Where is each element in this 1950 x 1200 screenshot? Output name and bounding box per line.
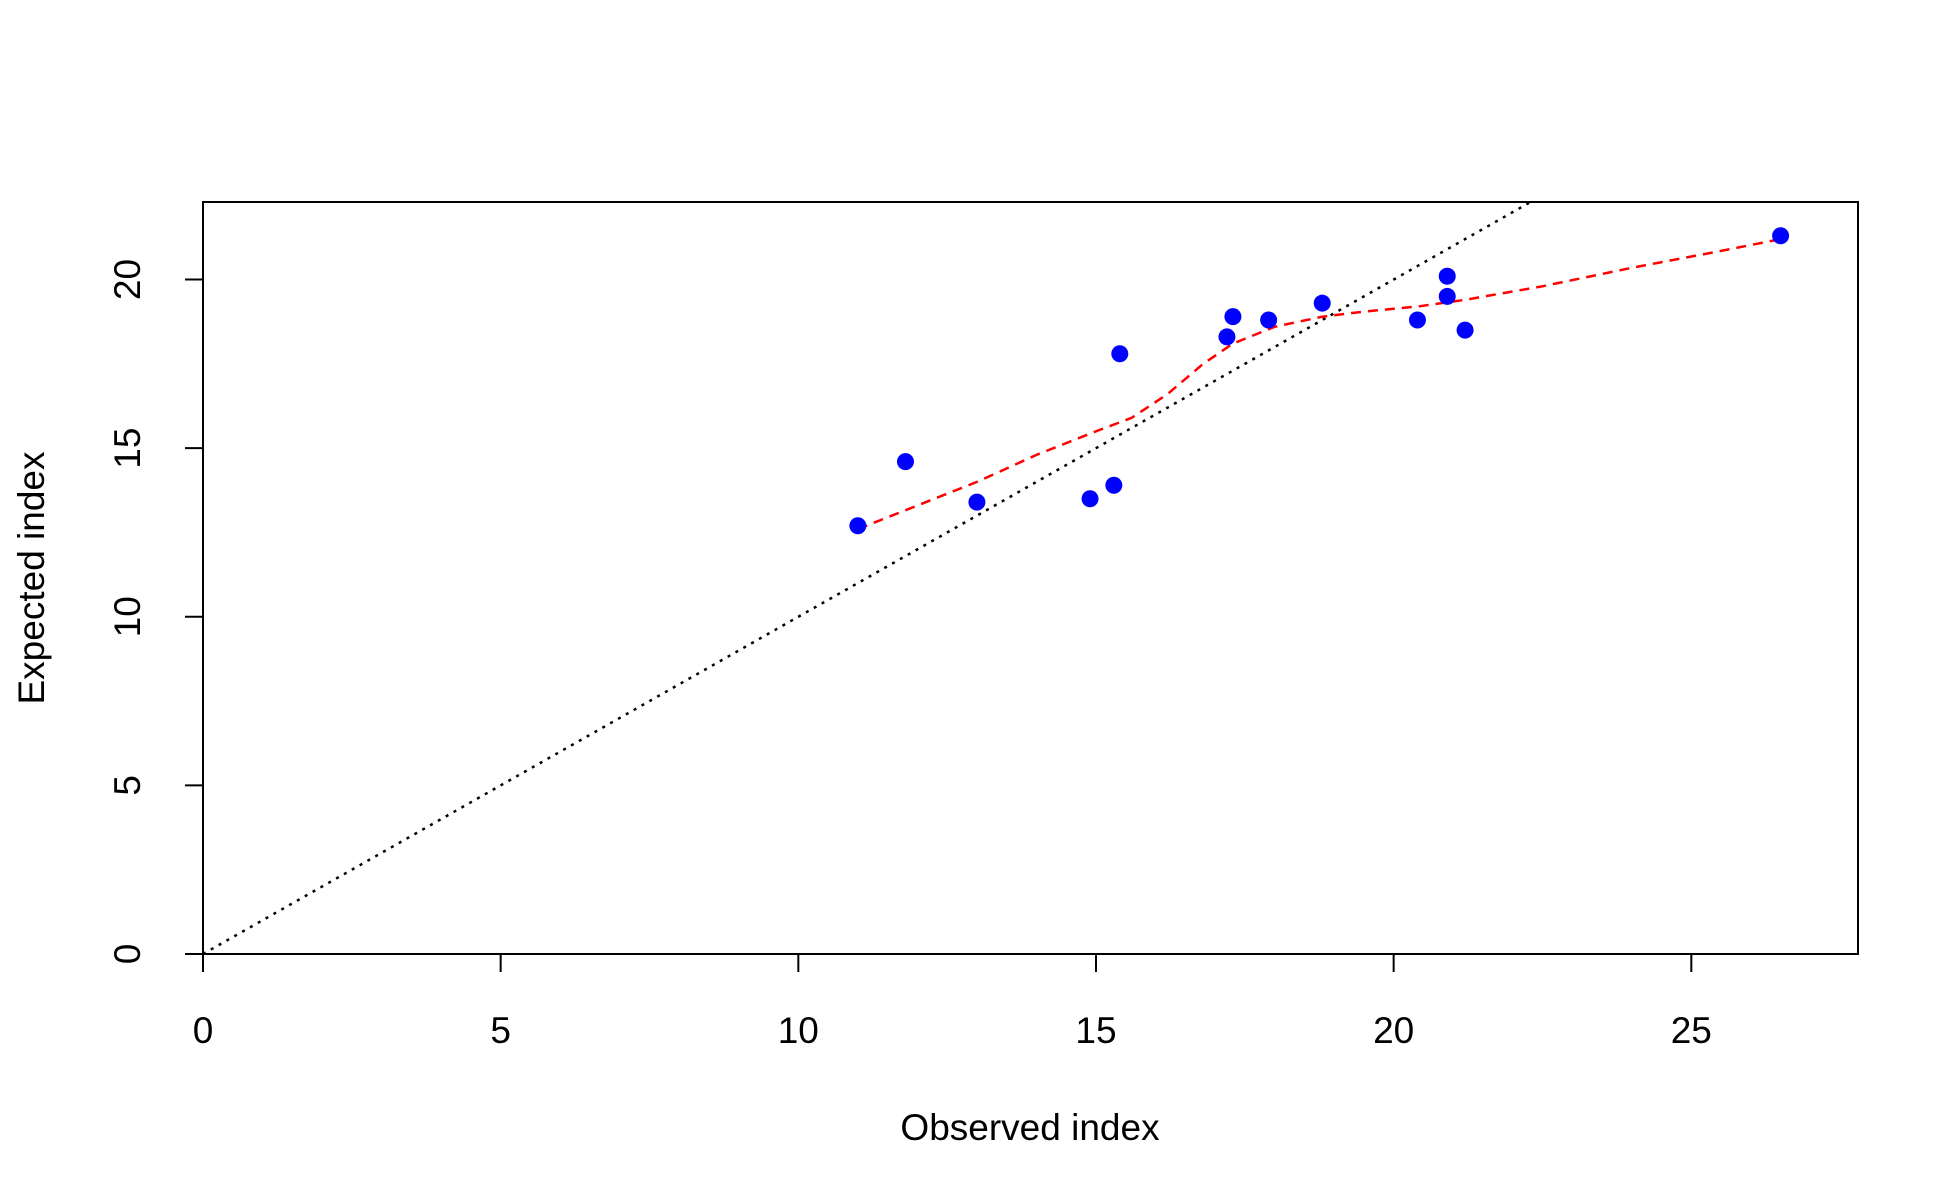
x-axis: 0 5 10 15 20 25 [193, 953, 1712, 1051]
points-layer [849, 227, 1790, 535]
reference-line-layer [202, 200, 1532, 956]
y-tick-label: 10 [107, 596, 148, 637]
data-point [1408, 311, 1426, 329]
data-point [849, 517, 867, 535]
data-point [1111, 345, 1129, 363]
y-axis-label: Expected index [11, 451, 52, 705]
data-point [1218, 328, 1236, 346]
y-tick-label: 15 [107, 428, 148, 469]
data-point [968, 493, 986, 511]
data-point [1456, 321, 1474, 339]
data-point [1224, 308, 1242, 326]
y-tick-label: 0 [107, 944, 148, 965]
x-tick-label: 15 [1075, 1010, 1116, 1051]
data-point [1438, 267, 1456, 285]
smooth-line [857, 237, 1781, 531]
x-tick-label: 20 [1373, 1010, 1414, 1051]
plot-frame [202, 201, 1859, 955]
data-point [1081, 490, 1099, 508]
y-axis: 0 5 10 15 20 [107, 259, 204, 965]
x-tick-label: 10 [778, 1010, 819, 1051]
reference-line [202, 200, 1532, 956]
x-tick-label: 5 [490, 1010, 511, 1051]
y-tick-label: 20 [107, 259, 148, 300]
y-tick-label: 5 [107, 775, 148, 796]
x-tick-label: 25 [1671, 1010, 1712, 1051]
data-point [896, 453, 914, 471]
data-point [1313, 294, 1331, 312]
x-axis-label: Observed index [900, 1107, 1160, 1148]
data-point [1260, 311, 1278, 329]
x-tick-label: 0 [193, 1010, 214, 1051]
data-point [1105, 476, 1123, 494]
data-point [1772, 227, 1790, 245]
smooth-line-layer [857, 237, 1781, 531]
data-point [1438, 287, 1456, 305]
